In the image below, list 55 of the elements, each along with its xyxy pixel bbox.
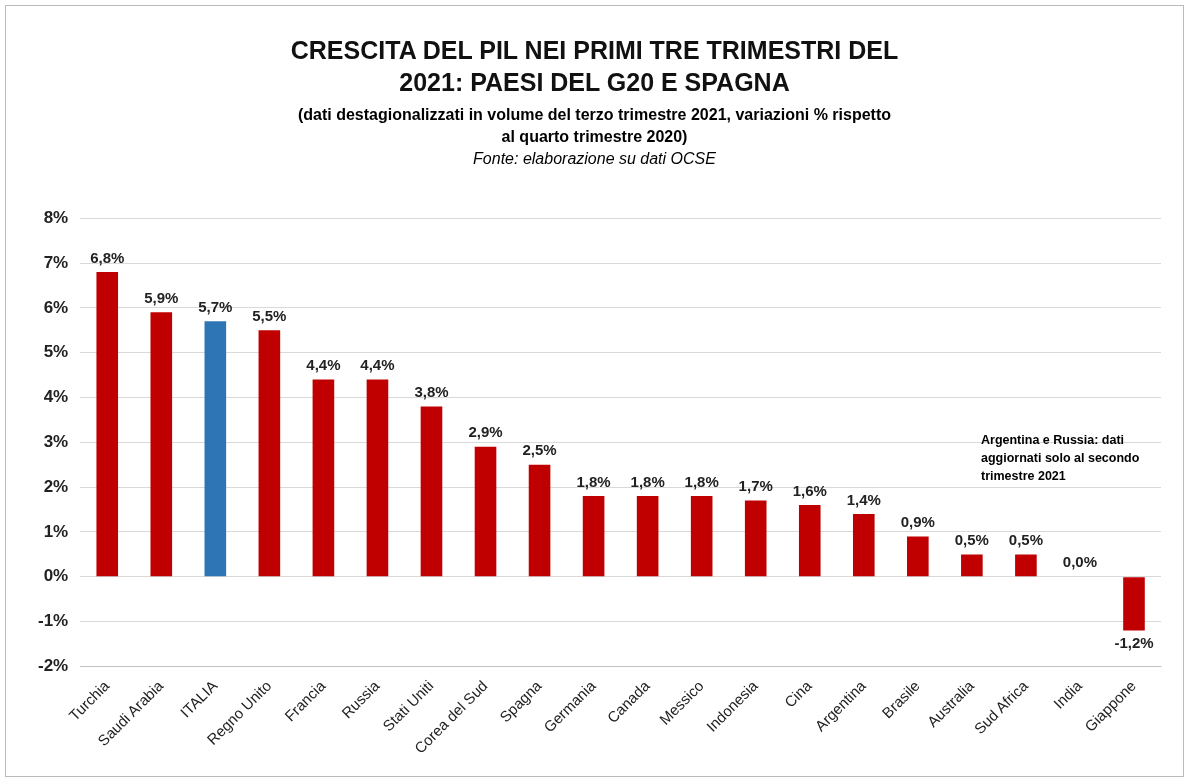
data-label: 4,4% [306,356,341,374]
y-tick-label: 1% [43,521,69,541]
y-tick-label: 0% [43,566,69,586]
y-tick-label: -2% [38,656,69,676]
data-label: 2,9% [468,423,503,441]
bar [961,554,983,577]
annotation: Argentina e Russia: dati aggiornati solo al secondo trimestre 2021 [981,432,1141,485]
y-tick-label: 4% [43,387,69,407]
bar [528,464,551,577]
y-tick-label: 8% [43,207,69,227]
data-label: 0,5% [954,531,989,549]
bar [798,505,821,577]
data-label: 0,5% [1008,531,1044,549]
bar [150,312,173,577]
data-label: 6,8% [90,248,125,266]
y-tick-label: 5% [43,342,69,362]
data-label: 0,9% [900,513,935,531]
y-tick-label: 6% [43,297,69,317]
bar [852,514,875,577]
data-label: 1,8% [576,472,611,490]
data-label: 1,6% [792,481,827,499]
data-label: 1,8% [684,472,719,490]
bar [258,330,281,577]
data-label: 1,7% [738,477,773,495]
data-label: 5,9% [144,288,179,306]
data-label: 5,5% [252,306,287,324]
data-label: 2,5% [522,441,557,459]
data-label: 1,8% [630,472,665,490]
chart-title: CRESCITA DEL PIL NEI PRIMI TRE TRIMESTRI DEL 2021: PAESI DEL G20 E SPAGNA [289,35,900,98]
data-label: 0,0% [1062,553,1098,571]
bar [420,406,443,577]
bar [690,496,713,577]
chart-subtitle: (dati destagionalizzati in volume del terzo trimestre 2021, variazioni % rispetto al quarto trimestre 2020) [296,105,892,147]
bar [1015,554,1037,577]
bar [636,496,659,577]
bar [582,496,605,577]
data-label: 1,4% [846,490,881,508]
y-tick-label: 2% [43,476,69,496]
bar [96,271,119,577]
data-label: 4,4% [360,356,395,374]
bar [1123,577,1145,631]
bar [744,500,767,577]
bar [312,379,335,577]
y-tick-label: 7% [43,252,69,272]
bar [907,536,929,577]
bar [474,446,497,577]
y-tick-label: 3% [43,432,69,452]
y-tick-label: -1% [38,611,69,631]
data-label: -1,2% [1114,634,1154,652]
data-label: 5,7% [198,297,233,315]
bar [366,379,389,577]
data-label: 3,8% [414,383,449,401]
x-tick-label: Cina [780,676,816,711]
source-note: Fonte: elaborazione su dati OCSE [472,150,717,168]
bar [204,321,227,577]
